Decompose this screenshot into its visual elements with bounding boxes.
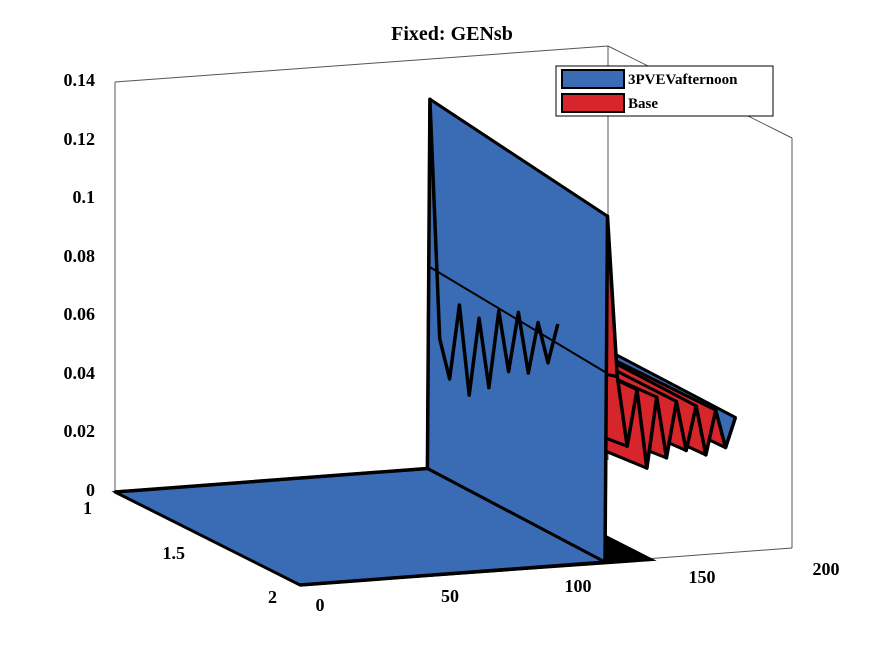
x-tick-label: 150 bbox=[689, 567, 716, 587]
z-tick-label: 0.06 bbox=[64, 304, 96, 324]
x-tick-label: 200 bbox=[813, 559, 840, 579]
x-tick-label: 50 bbox=[441, 586, 459, 606]
x-tick-label: 100 bbox=[565, 576, 592, 596]
x-tick-label: 0 bbox=[316, 595, 325, 615]
z-tick-label: 0.04 bbox=[64, 363, 96, 383]
z-tick-label: 0.14 bbox=[64, 70, 96, 90]
z-tick-label: 0.02 bbox=[64, 421, 96, 441]
y-tick-label: 1 bbox=[83, 498, 92, 518]
series-line-3pvevafternoon bbox=[114, 97, 560, 494]
z-tick-label: 0.1 bbox=[73, 187, 96, 207]
surface-layer bbox=[113, 97, 738, 587]
legend-label-3pvevafternoon: 3PVEVafternoon bbox=[628, 72, 738, 88]
z-tick-label: 0 bbox=[86, 480, 95, 500]
z-tick-label: 0.12 bbox=[64, 129, 96, 149]
y-tick-label: 1.5 bbox=[163, 543, 186, 563]
series-line-base bbox=[299, 214, 738, 587]
box-edge-back-top bbox=[114, 45, 609, 83]
legend-swatch-3pvevafternoon bbox=[561, 69, 625, 89]
z-axis-ticks: 0 0.02 0.04 0.06 0.08 0.1 0.12 0.14 bbox=[64, 70, 96, 500]
surface-mesh-line bbox=[426, 264, 606, 373]
x-axis-ticks: 0 50 100 150 200 bbox=[316, 559, 840, 615]
y-tick-label: 2 bbox=[268, 587, 277, 607]
chart-title: Fixed: GENsb bbox=[391, 23, 513, 45]
y-axis-ticks: 1 1.5 2 bbox=[83, 498, 277, 607]
legend-swatch-base bbox=[561, 93, 625, 113]
z-tick-label: 0.08 bbox=[64, 246, 96, 266]
legend-label-base: Base bbox=[628, 96, 658, 112]
legend: 3PVEVafternoon Base bbox=[555, 65, 774, 117]
